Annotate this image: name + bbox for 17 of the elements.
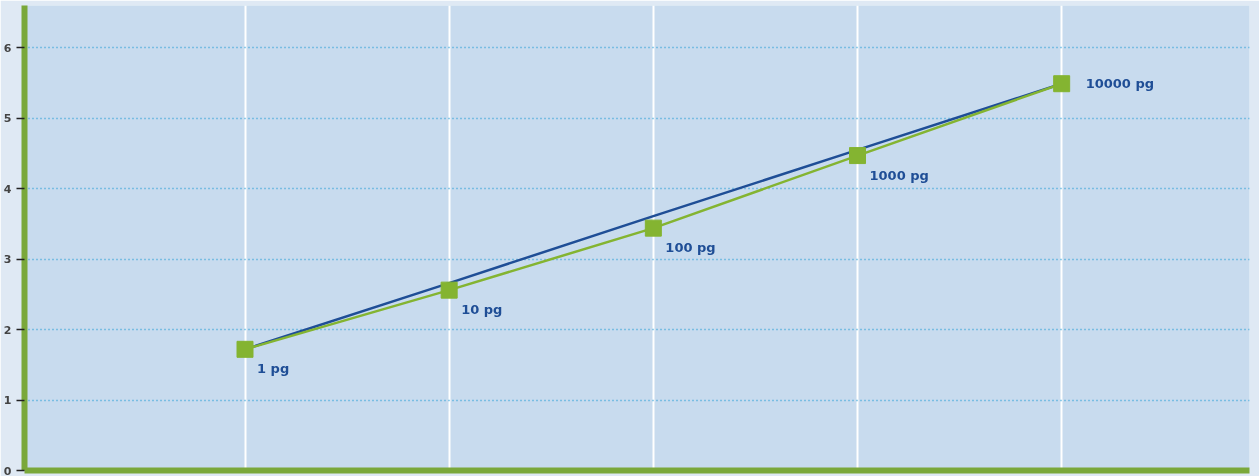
annotation: 1 pg <box>257 361 290 377</box>
annotation: 100 pg <box>665 240 716 256</box>
point <box>1053 75 1071 93</box>
y-tick-label: 1 <box>3 394 12 408</box>
annotation: 1000 pg <box>869 167 929 183</box>
annotation: 10 pg <box>461 302 503 318</box>
y-tick-label: 4 <box>3 182 12 196</box>
point <box>440 281 458 299</box>
annotation: 10000 pg <box>1085 76 1155 92</box>
y-tick-label: 6 <box>3 41 12 55</box>
y-tick-label: 0 <box>3 464 12 476</box>
point <box>644 219 662 237</box>
y-tick-label: 3 <box>3 253 12 267</box>
point <box>849 147 866 165</box>
y-tick-label: 2 <box>3 323 12 337</box>
y-tick-label: 5 <box>3 112 12 126</box>
point <box>236 340 254 358</box>
